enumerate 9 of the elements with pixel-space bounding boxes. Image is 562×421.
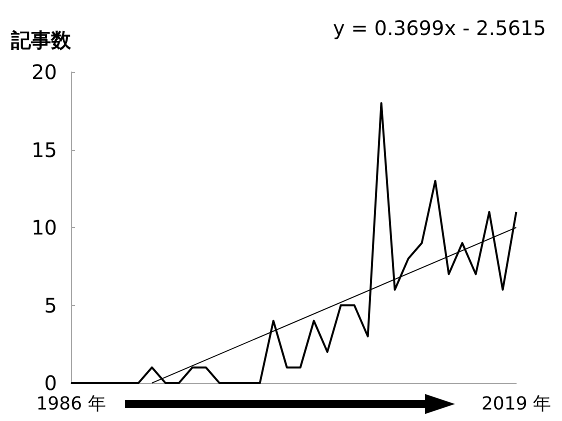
y-tick-label: 10 [32,216,57,240]
text: y = 0.3699x - 2.5615 [332,16,546,40]
x-tick-label: 1986 年 [36,394,106,414]
y-tick-label: 15 [32,138,57,162]
y-axis-title: 記事数 [10,28,72,52]
y-tick-label: 5 [44,293,57,318]
y-tick-label: 0 [44,371,57,395]
y-tick-label: 20 [32,60,57,84]
x-tick-label: 2019 年 [481,394,551,414]
